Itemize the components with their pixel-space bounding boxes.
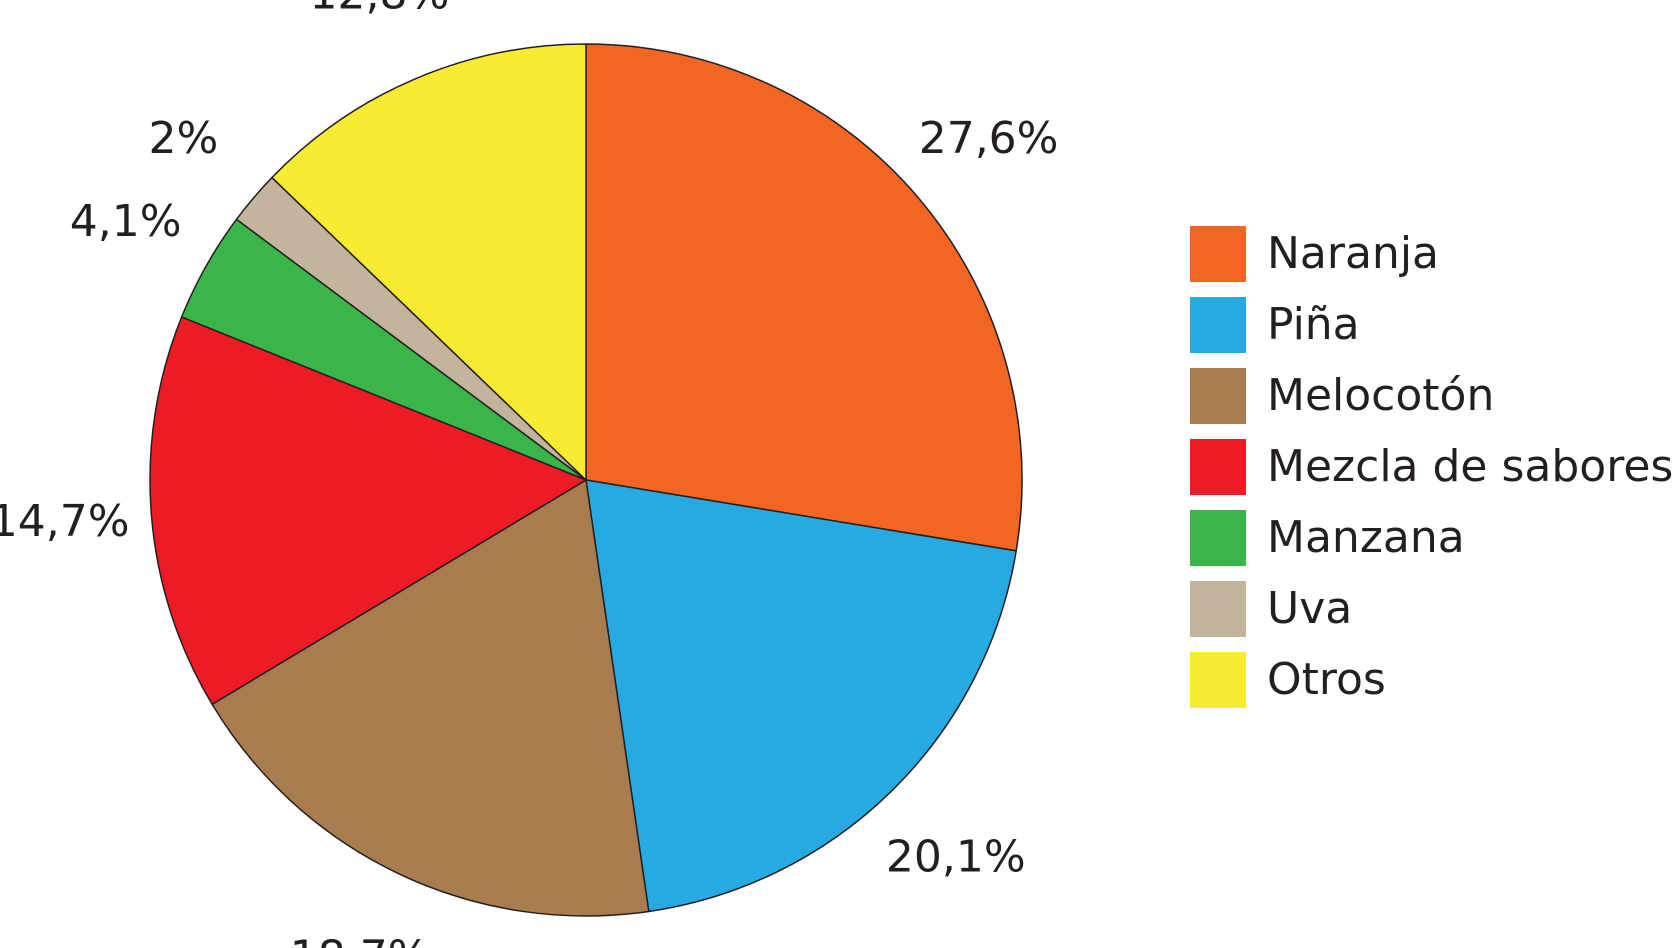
slice-value-label-manzana: 4,1% bbox=[70, 196, 182, 247]
legend: Naranja Piña Melocotón Mezcla de sabores Man… bbox=[1190, 218, 1672, 715]
legend-label: Piña bbox=[1267, 299, 1360, 350]
pie-slice-pina bbox=[585, 479, 1017, 913]
legend-label: Mezcla de sabores bbox=[1267, 441, 1672, 492]
legend-label: Melocotón bbox=[1267, 370, 1495, 421]
legend-swatch bbox=[1190, 509, 1246, 566]
legend-item-manzana: Manzana bbox=[1190, 502, 1660, 573]
legend-swatch bbox=[1190, 580, 1246, 637]
slice-value-label-pina: 20,1% bbox=[886, 831, 1026, 882]
legend-item-otros: Otros bbox=[1190, 644, 1660, 715]
legend-label: Uva bbox=[1267, 583, 1353, 634]
legend-item-uva: Uva bbox=[1190, 573, 1660, 644]
slice-value-label-naranja: 27,6% bbox=[919, 113, 1059, 164]
slice-value-label-otros: 12,8% bbox=[310, 0, 450, 20]
pie-slice-melocoton bbox=[211, 479, 650, 917]
legend-swatch bbox=[1190, 651, 1246, 708]
legend-swatch bbox=[1190, 225, 1246, 282]
slice-value-label-uva: 2% bbox=[148, 113, 218, 164]
legend-item-melocoton: Melocotón bbox=[1190, 360, 1660, 431]
legend-item-naranja: Naranja bbox=[1190, 218, 1660, 289]
pie-slice-mezcla-de-sabores bbox=[149, 316, 587, 706]
slice-value-label-melocoton: 18,7% bbox=[290, 932, 430, 948]
pie-slice-labels: 27,6% 20,1% 18,7% 14,7% 4,1% 2% 12,8% bbox=[0, 0, 1058, 948]
legend-swatch bbox=[1190, 367, 1246, 424]
legend-label: Otros bbox=[1267, 654, 1386, 705]
pie-slice-naranja bbox=[585, 43, 1023, 552]
pie-slices bbox=[149, 43, 1023, 917]
legend-item-mezcla-de-sabores: Mezcla de sabores bbox=[1190, 431, 1672, 502]
legend-swatch bbox=[1190, 438, 1246, 495]
legend-item-pina: Piña bbox=[1190, 289, 1660, 360]
slice-value-label-mezcla-de-sabores: 14,7% bbox=[0, 496, 129, 547]
legend-swatch bbox=[1190, 296, 1246, 353]
legend-label: Manzana bbox=[1267, 512, 1465, 563]
legend-label: Naranja bbox=[1267, 228, 1440, 279]
pie-slice-otros bbox=[271, 43, 587, 481]
